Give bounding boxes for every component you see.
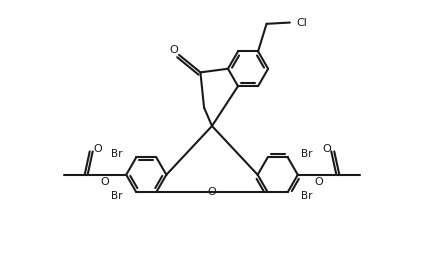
Text: O: O [93,144,102,154]
Text: O: O [208,187,216,197]
Text: Br: Br [111,149,123,159]
Text: O: O [315,177,324,187]
Text: O: O [322,144,331,154]
Text: Br: Br [111,190,123,201]
Text: O: O [170,45,179,55]
Text: Br: Br [301,190,313,201]
Text: Cl: Cl [296,18,307,28]
Text: Br: Br [301,149,313,159]
Text: O: O [100,177,109,187]
